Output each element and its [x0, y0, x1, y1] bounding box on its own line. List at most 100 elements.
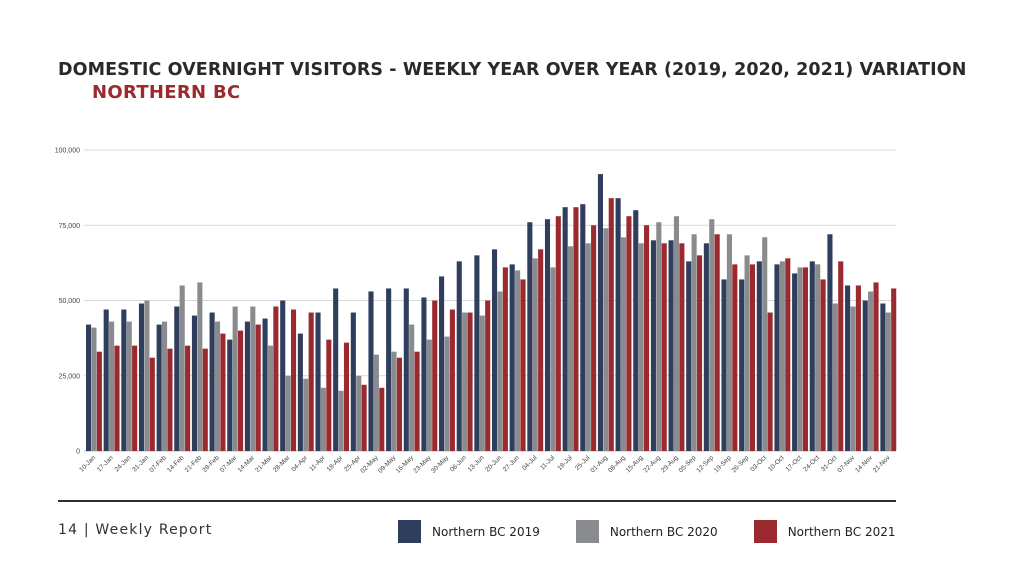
footer-divider	[58, 500, 896, 502]
y-tick-label: 25,000	[59, 373, 81, 380]
bar	[744, 255, 750, 451]
bar	[96, 351, 102, 451]
bar	[809, 261, 815, 451]
bar	[509, 264, 515, 451]
bar	[297, 333, 303, 451]
bar	[603, 228, 609, 451]
bar	[585, 243, 591, 451]
bar	[802, 267, 808, 451]
bar	[532, 258, 538, 451]
bar	[832, 303, 838, 451]
bar	[797, 267, 803, 451]
bar	[638, 243, 644, 451]
x-tick-label: 10-Oct	[767, 454, 786, 473]
bar	[774, 264, 780, 451]
bar	[838, 261, 844, 451]
bar	[703, 243, 709, 451]
bar	[855, 285, 861, 451]
bar	[174, 306, 180, 451]
x-tick-label: 24-Jan	[114, 454, 133, 473]
bar	[149, 357, 155, 451]
bar	[126, 321, 132, 451]
x-tick-label: 04-Apr	[290, 454, 309, 473]
x-tick-label: 05-Sep	[678, 454, 698, 474]
bar	[555, 216, 561, 451]
bar	[449, 309, 455, 451]
bar	[456, 261, 462, 451]
bar	[409, 324, 415, 451]
x-tick-label: 17-Oct	[785, 454, 804, 473]
bar	[320, 387, 326, 451]
bar	[232, 306, 238, 451]
bar	[820, 279, 826, 451]
x-tick-label: 08-Aug	[607, 454, 627, 474]
bar	[479, 315, 485, 451]
x-tick-label: 27-Jun	[502, 454, 521, 473]
bar	[86, 324, 92, 451]
bar	[668, 240, 674, 451]
bar	[785, 258, 791, 451]
bar	[815, 264, 821, 451]
bar	[426, 339, 432, 451]
bar	[138, 303, 145, 451]
bar	[350, 312, 356, 451]
x-tick-label: 19-Sep	[713, 454, 733, 474]
x-tick-label: 29-Aug	[660, 454, 680, 474]
bar	[550, 267, 556, 451]
x-tick-label: 07-Nov	[837, 454, 857, 474]
bar	[474, 255, 480, 451]
bar	[255, 324, 261, 451]
x-tick-label: 31-Oct	[820, 454, 839, 473]
bar	[749, 264, 756, 451]
x-tick-label: 26-Sep	[731, 454, 751, 474]
x-tick-label: 15-Aug	[625, 454, 645, 474]
bar	[326, 339, 332, 451]
bar	[644, 225, 650, 451]
bar	[568, 246, 574, 451]
x-tick-label: 22-Aug	[642, 454, 662, 474]
x-tick-label: 23-May	[412, 454, 433, 475]
bar	[444, 336, 450, 451]
bar	[538, 249, 544, 451]
x-tick-label: 07-Feb	[148, 454, 168, 474]
x-tick-label: 28-Feb	[201, 454, 221, 474]
x-tick-label: 21-Mar	[254, 454, 274, 474]
bar	[845, 285, 851, 451]
legend-swatch-2021	[753, 520, 777, 543]
x-tick-label: 01-Aug	[589, 454, 609, 474]
bar	[432, 300, 438, 451]
bar	[661, 243, 667, 451]
bar	[414, 351, 420, 451]
bar	[303, 378, 309, 451]
x-tick-label: 07-Mar	[219, 454, 239, 474]
x-tick-label: 03-Oct	[749, 454, 768, 473]
x-tick-label: 09-May	[377, 454, 398, 475]
bar	[167, 348, 173, 451]
bar	[620, 237, 627, 451]
bar	[386, 288, 392, 451]
bar	[880, 303, 886, 451]
bar	[179, 285, 185, 451]
bar	[573, 207, 579, 451]
bar	[767, 312, 773, 451]
bar	[267, 345, 274, 451]
bar	[114, 345, 120, 451]
bar	[597, 174, 604, 451]
bar	[562, 207, 568, 451]
x-tick-label: 11-Apr	[308, 454, 327, 473]
bar	[391, 351, 397, 451]
bar	[191, 315, 198, 451]
bar	[467, 312, 473, 451]
bar	[356, 375, 362, 451]
x-tick-label: 18-Jul	[556, 454, 574, 472]
bar	[262, 318, 268, 451]
legend-label-2019: Northern BC 2019	[432, 524, 540, 539]
y-tick-label: 0	[76, 449, 80, 456]
bar	[885, 312, 891, 451]
bar	[202, 348, 208, 451]
bar	[91, 327, 97, 451]
x-tick-label: 04-Jul	[521, 454, 539, 472]
bar	[714, 234, 720, 451]
y-tick-label: 100,000	[55, 148, 80, 155]
